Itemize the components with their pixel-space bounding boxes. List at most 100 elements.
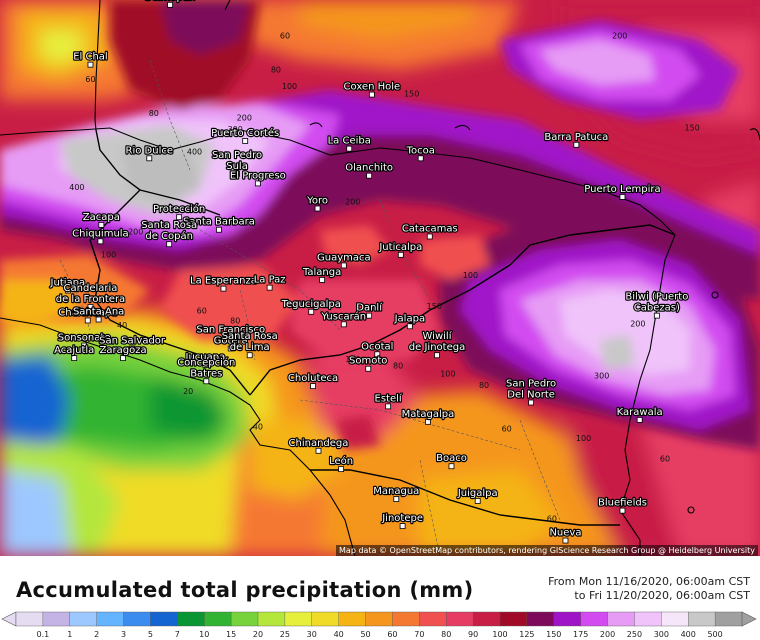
place-matagalpa[interactable]: Matagalpa [400, 408, 455, 425]
colorbar-tick-label: 50 [360, 630, 370, 639]
place-yoro[interactable]: Yoro [305, 194, 329, 212]
place-label: Tegucigalpa [281, 299, 341, 310]
place-labels: Belmopan El Chal Coxen Hole Puerto Cortés La… [48, 0, 690, 544]
colorbar-high-arrow [741, 611, 757, 627]
place-esteli[interactable]: Estelí [373, 391, 404, 410]
place-label: La Paz [254, 275, 286, 286]
contour-label: 400 [187, 147, 202, 156]
place-jutiapa[interactable]: Jutiapa [48, 276, 86, 294]
place-label: Santa Rosa de Lima [222, 331, 278, 353]
place-santa-rosa-de-copan[interactable]: Santa Rosa de Copán [140, 219, 198, 248]
place-wiwili-de-jinotega[interactable]: Wiwilí de Jinotega [408, 329, 466, 359]
place-chiquimula[interactable]: Chiquimula [71, 227, 130, 245]
place-talanga[interactable]: Talanga [301, 266, 342, 283]
colorbar-swatch [123, 611, 152, 627]
colorbar-tick-label: 30 [307, 630, 317, 639]
place-proteccion[interactable]: Protección [152, 202, 206, 221]
place-candelaria-de-la-frontera[interactable]: Candelaria de la Frontera [55, 282, 126, 310]
contour-label: 60 [280, 32, 290, 41]
place-barra-patuca[interactable]: Barra Patuca [543, 131, 610, 148]
place-jinotepe[interactable]: Jinotepe [380, 512, 424, 529]
place-el-progreso[interactable]: El Progreso [229, 169, 287, 187]
place-juticalpa[interactable]: Juticalpa [377, 241, 423, 258]
contour-label: 100 [576, 434, 591, 443]
place-marker-icon [166, 241, 173, 248]
place-acajutla[interactable]: Acajutla [53, 344, 96, 362]
place-ocotal[interactable]: Ocotal [360, 340, 395, 358]
contour-labels: 1002006060801001508020015030040040020020… [69, 0, 700, 523]
place-leon[interactable]: León [328, 454, 354, 473]
place-boaco[interactable]: Boaco [435, 452, 468, 470]
place-marker-icon [346, 145, 353, 152]
colorbar-tick-label: 175 [573, 630, 588, 639]
colorbar-swatch [607, 611, 636, 627]
colorbar-swatch [42, 611, 71, 627]
place-catacamas[interactable]: Catacamas [401, 222, 459, 240]
place-la-ceiba[interactable]: La Ceiba [326, 134, 372, 152]
place-rio-dulce[interactable]: Rio Dulce [124, 144, 174, 162]
place-marker-icon [319, 277, 325, 283]
place-marker-icon [366, 312, 373, 319]
place-nueva[interactable]: Nueva [548, 526, 583, 544]
place-chalchuapa[interactable]: Chalchuapa [57, 306, 118, 324]
place-label: Ocotal [361, 341, 393, 352]
place-chinandega[interactable]: Chinandega [287, 437, 350, 454]
colorbar-tick-label: 400 [681, 630, 696, 639]
map-attribution[interactable]: Map data © OpenStreetMap contributors, r… [336, 545, 758, 556]
date-from: From Mon 11/16/2020, 06:00am CST [548, 575, 750, 588]
place-marker-icon [314, 205, 321, 212]
place-marker-icon [562, 537, 569, 544]
place-zaragoza[interactable]: Zaragoza [98, 344, 148, 362]
colorbar-tick-label: 150 [546, 630, 561, 639]
place-marker-icon [619, 194, 626, 200]
place-marker-icon [393, 496, 400, 502]
place-la-esperanza[interactable]: La Esperanza [189, 274, 258, 292]
place-danli[interactable]: Danlí [355, 300, 384, 319]
place-marker-icon [266, 284, 273, 291]
place-marker-icon [203, 378, 210, 385]
place-somoto[interactable]: Somoto [348, 355, 389, 372]
place-santa-barbara[interactable]: Santa Barbara [182, 216, 256, 233]
place-marker-icon [84, 317, 91, 324]
contour-label: 200 [345, 198, 360, 207]
country-borders [89, 129, 676, 526]
place-zacapa[interactable]: Zacapa [82, 211, 121, 228]
place-olanchito[interactable]: Olanchito [344, 161, 394, 179]
place-concepcion-batres[interactable]: Concepción Batres [176, 355, 237, 385]
place-la-paz[interactable]: La Paz [252, 273, 287, 291]
place-jucuapa[interactable]: Jucuapa [183, 351, 226, 368]
place-juigalpa[interactable]: Juigalpa [456, 487, 499, 504]
place-marker-icon [87, 304, 94, 310]
place-label: Juigalpa [457, 488, 498, 499]
place-marker-icon [448, 463, 455, 470]
place-puerto-lempira[interactable]: Puerto Lempira [583, 183, 662, 200]
place-belmopan[interactable]: Belmopan [144, 0, 197, 8]
place-santa-rosa-de-lima[interactable]: Santa Rosa de Lima [221, 330, 279, 359]
colorbar-swatch [580, 611, 609, 627]
place-yuscaran[interactable]: Yuscarán [319, 309, 367, 328]
place-tocoa[interactable]: Tocoa [404, 144, 436, 162]
place-san-pedro-del-norte[interactable]: San Pedro Del Norte [505, 377, 557, 406]
place-puerto-cortes[interactable]: Puerto Cortés [210, 126, 280, 144]
place-bilwi-puerto-cabezas[interactable]: Bilwi (Puerto Cabezas) [624, 290, 690, 319]
place-karawala[interactable]: Karawala [615, 406, 664, 423]
place-label: Jucuapa [185, 352, 226, 363]
place-managua[interactable]: Managua [372, 485, 421, 502]
place-coxen-hole[interactable]: Coxen Hole [342, 80, 401, 98]
place-sonsonate[interactable]: Sonsonate [57, 331, 112, 349]
place-marker-icon [234, 170, 240, 177]
place-santa-ana[interactable]: Santa Ana [72, 305, 125, 323]
contour-label: 150 [427, 302, 442, 311]
place-bluefields[interactable]: Bluefields [597, 496, 648, 514]
place-label: Chinandega [289, 438, 349, 449]
place-san-pedro-sula[interactable]: San Pedro Sula [211, 149, 263, 177]
precipitation-map[interactable]: 1002006060801001508020015030040040020020… [0, 0, 760, 556]
place-label: Guaymaca [317, 252, 371, 263]
place-san-francisco-gotera[interactable]: San Francisco Gotera [195, 323, 266, 352]
place-el-chal[interactable]: El Chal [72, 50, 109, 68]
place-guaymaca[interactable]: Guaymaca [316, 251, 372, 269]
place-san-salvador[interactable]: San Salvador [98, 334, 167, 352]
place-jalapa[interactable]: Jalapa [392, 312, 426, 330]
place-choluteca[interactable]: Choluteca [287, 372, 339, 390]
place-tegucigalpa[interactable]: Tegucigalpa [279, 298, 342, 315]
